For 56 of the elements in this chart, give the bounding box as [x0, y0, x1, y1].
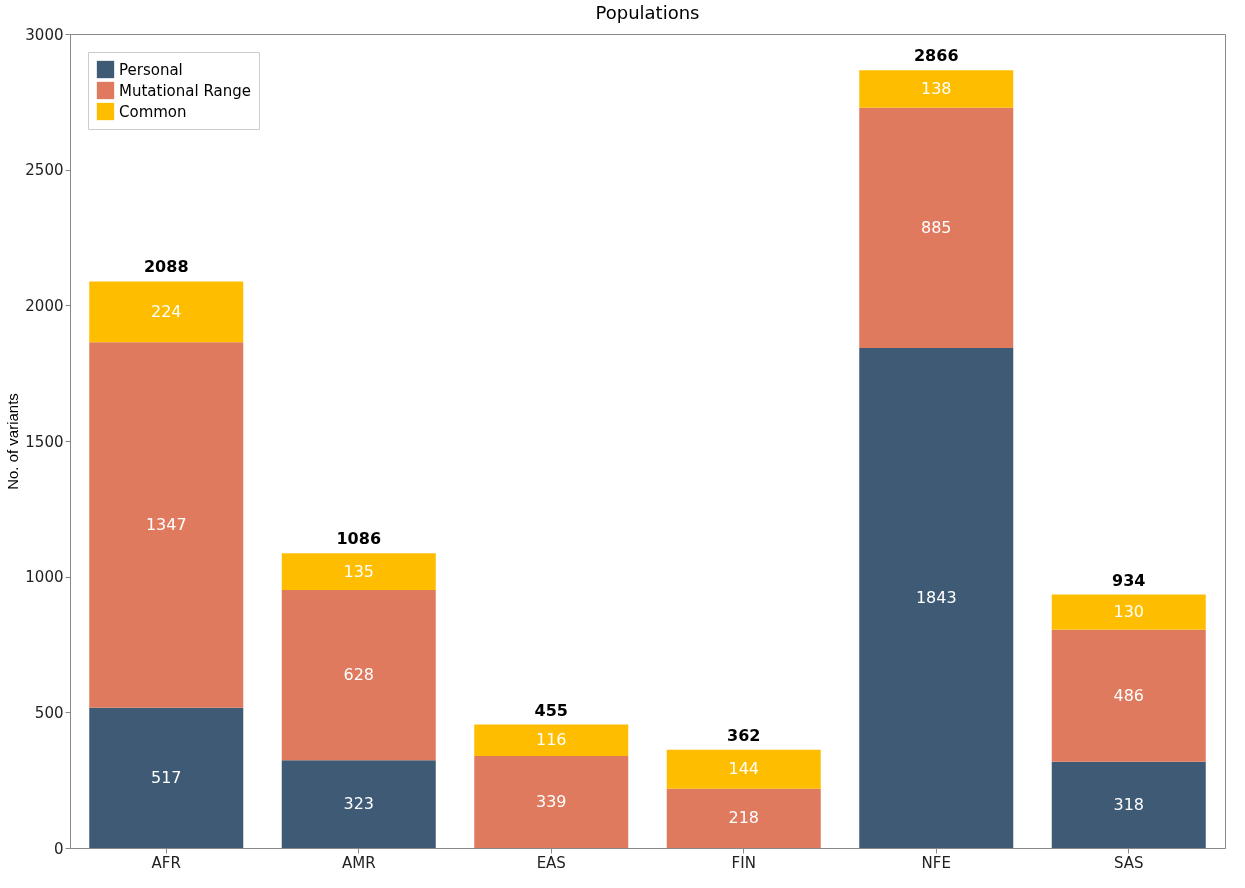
data-label: 138	[920, 79, 952, 99]
total-label: 455	[534, 700, 568, 720]
x-tick-label: AFR	[151, 853, 181, 872]
total-label: 934	[1112, 570, 1146, 590]
data-label: 885	[920, 217, 952, 237]
data-label: 116	[535, 730, 567, 750]
bar	[859, 347, 1014, 848]
bar	[1051, 761, 1206, 848]
data-label: 144	[728, 759, 760, 779]
y-tick-label: 1500	[25, 432, 64, 451]
bar	[89, 707, 244, 848]
x-tick-label: FIN	[731, 853, 756, 872]
bar	[666, 788, 821, 848]
data-label: 1347	[145, 514, 187, 534]
y-tick-label: 500	[34, 703, 64, 722]
legend-label: Personal	[119, 60, 183, 79]
data-label: 224	[150, 301, 182, 321]
x-tick-label: SAS	[1113, 853, 1144, 872]
data-label: 318	[1113, 794, 1145, 814]
data-label: 323	[343, 794, 375, 814]
bar	[666, 749, 821, 789]
total-label: 1086	[336, 529, 382, 549]
data-label: 1843	[915, 587, 957, 607]
bar	[89, 281, 244, 343]
bar	[859, 107, 1014, 348]
x-tick-label: EAS	[536, 853, 566, 872]
bar	[1051, 629, 1206, 762]
chart-title: Populations	[595, 2, 700, 23]
y-tick-label: 0	[53, 839, 64, 858]
x-tick-label: AMR	[341, 853, 376, 872]
bar	[859, 70, 1014, 108]
x-tick-label: NFE	[921, 853, 951, 872]
data-label: 130	[1113, 602, 1145, 622]
data-label: 339	[535, 792, 567, 812]
y-tick-label: 1000	[25, 568, 64, 587]
total-label: 362	[727, 725, 761, 745]
bar	[281, 589, 436, 761]
y-tick-label: 2500	[25, 161, 64, 180]
data-label: 218	[728, 808, 760, 828]
data-label: 486	[1113, 685, 1145, 705]
total-label: 2088	[143, 257, 189, 277]
bar	[281, 553, 436, 590]
legend-label: Common	[119, 102, 187, 121]
y-tick-label: 2000	[25, 296, 64, 315]
y-tick-label: 3000	[25, 25, 64, 44]
bar	[89, 342, 244, 708]
data-label: 517	[150, 767, 182, 787]
bar	[1051, 594, 1206, 630]
bar	[474, 756, 629, 848]
data-label: 628	[343, 665, 375, 685]
total-label: 2866	[913, 46, 959, 66]
legend-label: Mutational Range	[119, 81, 251, 100]
y-axis-title: No. of variants	[4, 393, 22, 490]
data-label: 135	[343, 561, 375, 581]
bar	[474, 724, 629, 757]
bar	[281, 760, 436, 848]
